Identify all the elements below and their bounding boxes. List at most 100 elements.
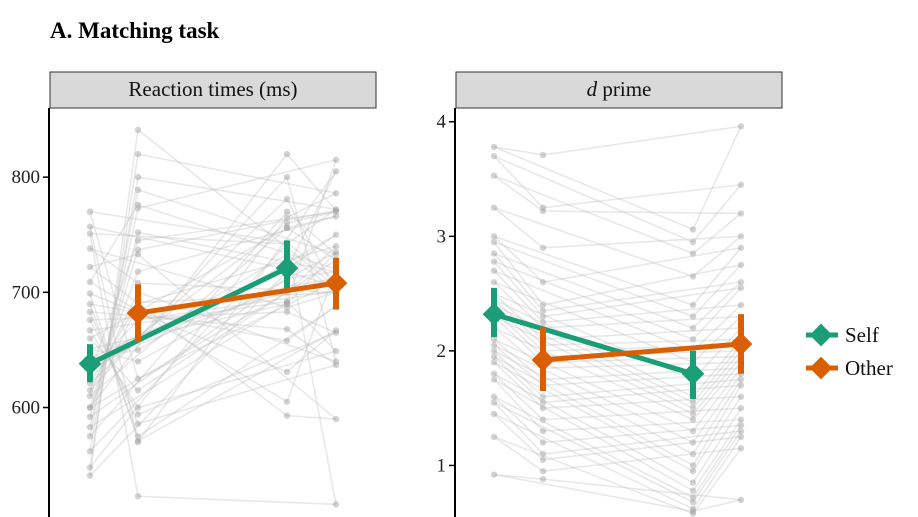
mean-point-dprime-self-0 [482, 302, 506, 326]
participant-line-rt-13-0 [89, 303, 288, 350]
y-tick-label-dprime-2: 3 [437, 226, 447, 247]
panel-d-prime: d prime 1 2 3 4 [437, 71, 783, 517]
participant-point-rt-7-1 [134, 268, 142, 275]
participant-line-dprime-6-3 [692, 281, 742, 329]
participant-point-rt-19-1 [134, 437, 142, 445]
participant-line-dprime-19-2 [493, 356, 544, 404]
participant-point-rt-4-0 [86, 423, 94, 431]
participant-point-dprime-3-3 [737, 233, 745, 240]
participant-line-rt-18-1 [137, 305, 337, 438]
participant-line-dprime-3-1 [542, 235, 742, 249]
participant-line-dprime-5-2 [493, 241, 544, 306]
participant-point-rt-6-0 [86, 404, 94, 411]
participant-point-dprime-20-1 [539, 404, 547, 412]
participant-point-rt-2-1 [134, 173, 142, 181]
participant-point-rt-2-0 [86, 448, 94, 455]
participant-line-dprime-2-0 [493, 174, 694, 255]
participant-point-dprime-7-2 [689, 336, 697, 343]
participant-line-rt-7-0 [89, 227, 288, 397]
participant-line-dprime-7-2 [493, 260, 544, 318]
participant-point-dprime-2-1 [539, 207, 547, 215]
participant-line-rt-1-2 [89, 153, 139, 468]
participant-line-rt-14-1 [137, 259, 337, 391]
participant-line-rt-22-3 [286, 291, 337, 309]
participant-line-rt-21-0 [89, 266, 288, 417]
participant-line-rt-18-0 [89, 303, 288, 342]
participant-point-rt-3-0 [86, 433, 94, 440]
participant-line-rt-27-0 [89, 291, 288, 409]
participant-line-dprime-16-0 [493, 338, 694, 432]
participant-line-dprime-24-0 [493, 401, 694, 503]
participant-line-dprime-19-3 [692, 384, 742, 466]
participant-point-dprime-19-0 [490, 353, 498, 360]
participant-point-dprime-21-3 [737, 404, 745, 412]
participant-line-dprime-8-2 [493, 270, 544, 323]
participant-point-rt-26-3 [332, 208, 340, 215]
participant-point-rt-2-3 [332, 206, 340, 213]
participant-point-rt-14-1 [134, 387, 142, 394]
participant-line-rt-19-1 [137, 329, 337, 442]
y-tick-label-rt-1: 700 [12, 282, 41, 303]
mean-line-rt-other [135, 280, 339, 316]
participant-line-dprime-26-3 [692, 447, 742, 515]
participant-line-dprime-8-1 [542, 304, 742, 324]
participant-point-rt-6-1 [134, 246, 142, 253]
participant-point-dprime-0-2 [689, 226, 697, 233]
participant-line-rt-5-2 [89, 232, 139, 417]
participant-point-dprime-27-3 [737, 496, 745, 504]
participant-line-dprime-8-0 [493, 269, 694, 352]
participant-point-rt-24-0 [86, 223, 94, 230]
participant-line-dprime-18-2 [493, 350, 544, 398]
participant-line-rt-15-2 [89, 329, 139, 408]
participant-line-rt-4-2 [89, 208, 139, 428]
participant-point-rt-17-3 [332, 361, 340, 369]
participant-point-dprime-8-0 [490, 267, 498, 274]
participant-point-dprime-4-3 [737, 244, 745, 251]
participant-line-rt-0-0 [89, 271, 288, 477]
participant-point-dprime-17-2 [689, 439, 697, 446]
participant-point-dprime-22-3 [737, 416, 745, 423]
participant-point-rt-7-0 [86, 392, 94, 400]
participant-point-dprime-6-0 [490, 250, 498, 257]
participant-point-dprime-27-2 [689, 508, 697, 515]
participant-line-rt-5-0 [89, 277, 288, 418]
participant-point-dprime-26-2 [689, 510, 697, 517]
participant-point-dprime-3-1 [539, 244, 547, 251]
participant-point-rt-21-2 [283, 412, 291, 419]
participant-line-dprime-26-2 [493, 436, 544, 472]
participant-point-rt-12-1 [134, 346, 142, 354]
participant-line-rt-13-1 [137, 251, 337, 363]
participant-line-rt-21-2 [89, 253, 139, 268]
participant-line-rt-8-2 [89, 291, 139, 391]
participant-line-dprime-6-0 [493, 252, 694, 329]
participant-line-rt-16-1 [137, 331, 337, 416]
participant-point-dprime-0-3 [737, 123, 745, 130]
participant-line-rt-20-2 [89, 204, 139, 283]
strip-d-prime [455, 71, 783, 109]
participant-point-rt-19-2 [283, 368, 291, 376]
strip-title-d-prime-italic: d [587, 77, 598, 101]
participant-point-rt-22-0 [86, 245, 94, 252]
participant-point-dprime-0-0 [490, 143, 498, 151]
strip-title-d-prime: d prime [587, 77, 652, 101]
participant-point-rt-22-2 [283, 304, 291, 311]
participant-line-dprime-5-0 [493, 241, 694, 318]
participant-point-rt-4-1 [134, 205, 142, 212]
participant-line-rt-19-2 [89, 293, 139, 442]
participant-point-rt-0-1 [134, 126, 142, 134]
legend: Self Other [806, 323, 893, 380]
participant-line-rt-8-0 [89, 176, 288, 391]
participant-line-dprime-6-1 [542, 281, 742, 312]
participant-line-dprime-3-0 [493, 206, 694, 278]
participant-point-rt-7-3 [332, 213, 340, 220]
mean-point-dprime-self-1 [681, 362, 705, 386]
participant-line-rt-0-2 [89, 129, 139, 476]
participant-point-dprime-21-0 [490, 370, 498, 377]
participant-line-dprime-0-3 [692, 125, 742, 230]
participant-point-dprime-7-3 [737, 284, 745, 292]
participant-point-rt-18-0 [86, 300, 94, 308]
participant-line-dprime-22-2 [493, 378, 544, 432]
participant-point-dprime-12-2 [689, 399, 697, 406]
participant-point-dprime-21-2 [689, 479, 697, 486]
participant-point-rt-13-2 [283, 300, 291, 308]
